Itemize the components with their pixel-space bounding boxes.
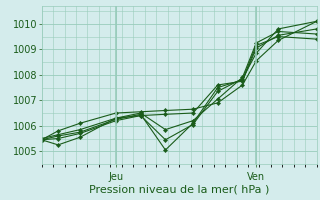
X-axis label: Pression niveau de la mer( hPa ): Pression niveau de la mer( hPa )	[89, 184, 269, 194]
